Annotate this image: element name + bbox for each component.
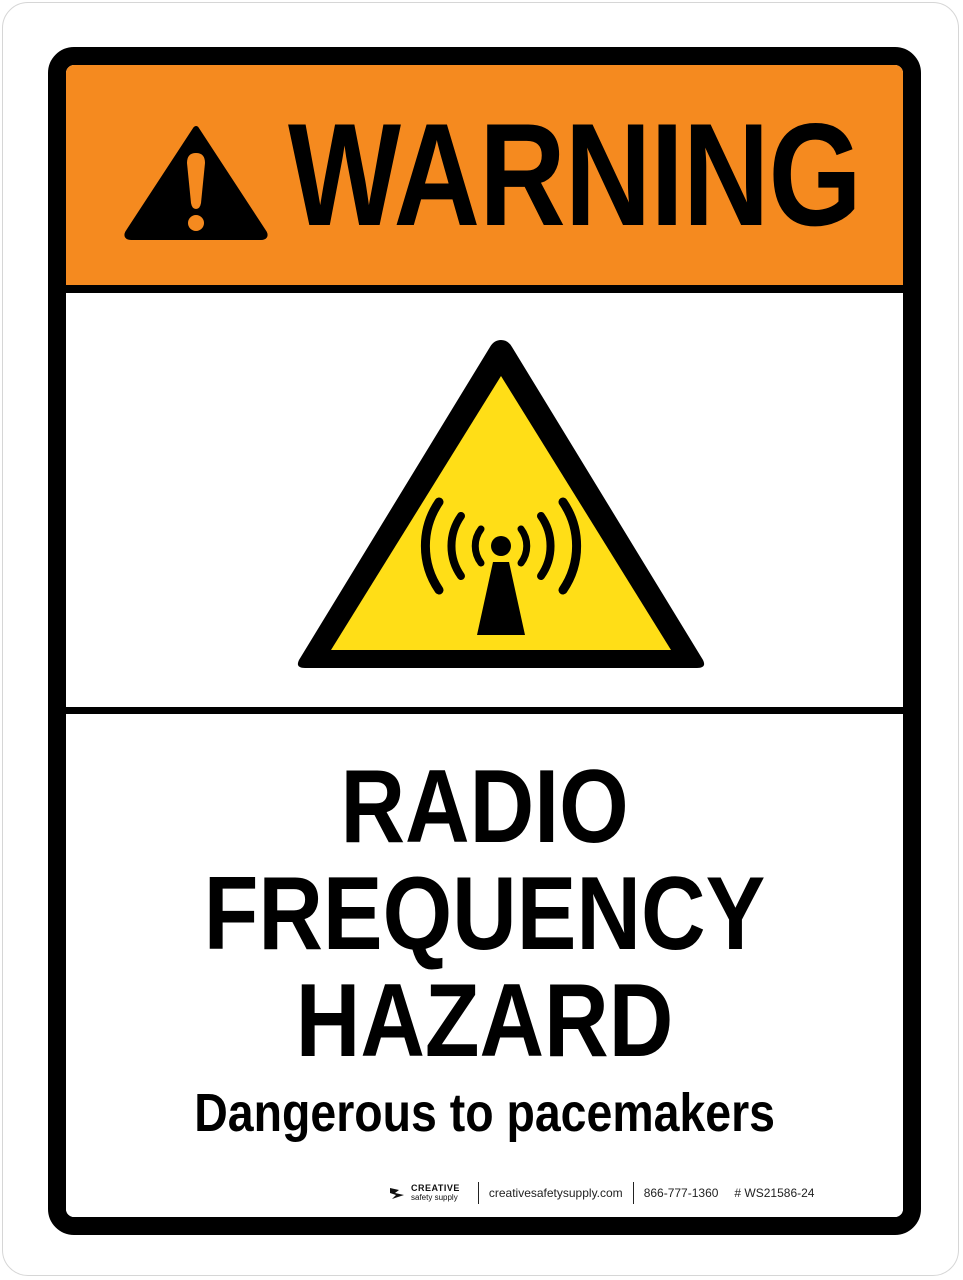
panel-divider: [66, 707, 903, 714]
footer-separator: [632, 1182, 634, 1204]
sign-header: WARNING: [66, 65, 903, 285]
header-title: WARNING: [288, 93, 862, 256]
brand-logo: CREATIVE safety supply: [389, 1184, 460, 1202]
message-line-2: FREQUENCY: [203, 856, 766, 972]
message-panel: RADIO FREQUENCY HAZARD Dangerous to pace…: [66, 714, 903, 1217]
footer-separator: [477, 1182, 479, 1204]
brand-subtitle: safety supply: [411, 1193, 458, 1202]
footer-phone: 866-777-1360: [643, 1186, 719, 1200]
brand-mark-icon: [390, 1188, 404, 1199]
message-line-3: HAZARD: [295, 963, 674, 1079]
brand-name: CREATIVE: [411, 1183, 460, 1193]
footer-website: creativesafetysupply.com: [488, 1186, 623, 1200]
header-divider: [66, 285, 903, 293]
footer-sku: # WS21586-24: [734, 1186, 815, 1200]
message-subtitle: Dangerous to pacemakers: [194, 1083, 775, 1143]
warning-sign: WARNING RADIO FREQUENC: [48, 47, 921, 1235]
non-ionizing-radiation-icon: [297, 340, 705, 668]
message-line-1: RADIO: [340, 749, 629, 865]
sign-footer: CREATIVE safety supply creativesafetysup…: [389, 1182, 814, 1204]
symbol-panel: [66, 293, 903, 707]
warning-triangle-icon: [124, 126, 268, 240]
